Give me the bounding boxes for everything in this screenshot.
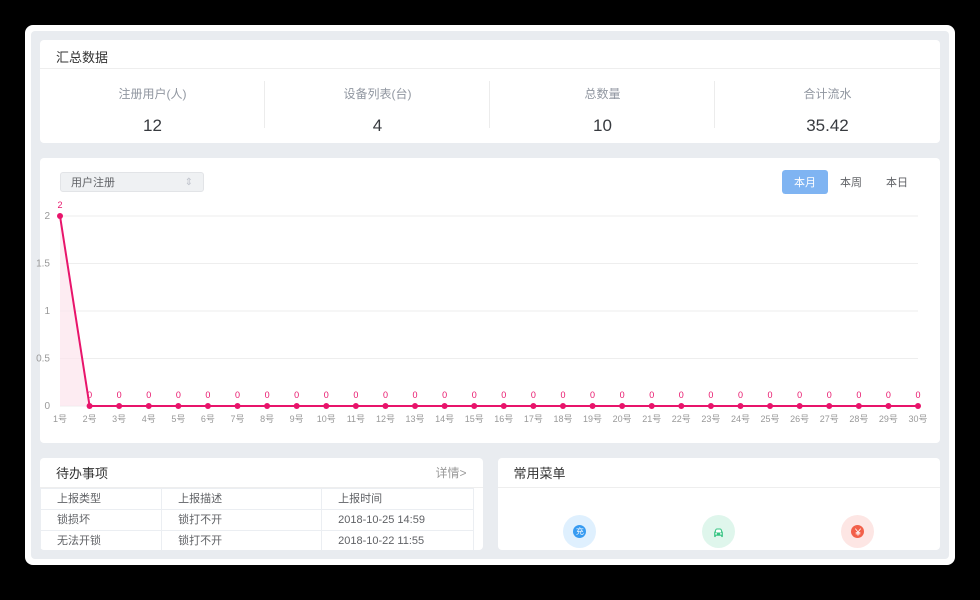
svg-text:0: 0 [324, 390, 329, 400]
svg-text:0.5: 0.5 [36, 354, 50, 365]
svg-text:1: 1 [44, 306, 50, 317]
svg-text:8号: 8号 [260, 414, 274, 424]
svg-text:0: 0 [708, 390, 713, 400]
svg-text:0: 0 [620, 390, 625, 400]
svg-text:0: 0 [501, 390, 506, 400]
svg-text:0: 0 [915, 390, 920, 400]
svg-text:0: 0 [649, 390, 654, 400]
svg-text:17号: 17号 [524, 414, 543, 424]
svg-text:18号: 18号 [553, 414, 572, 424]
svg-text:12号: 12号 [376, 414, 395, 424]
svg-text:7号: 7号 [231, 414, 245, 424]
svg-text:0: 0 [265, 390, 270, 400]
svg-text:0: 0 [738, 390, 743, 400]
svg-text:1.5: 1.5 [36, 259, 50, 270]
svg-text:14号: 14号 [435, 414, 454, 424]
svg-text:22号: 22号 [672, 414, 691, 424]
svg-text:0: 0 [117, 390, 122, 400]
svg-text:2: 2 [44, 211, 50, 222]
svg-text:13号: 13号 [406, 414, 425, 424]
svg-text:23号: 23号 [701, 414, 720, 424]
svg-text:24号: 24号 [731, 414, 750, 424]
svg-text:0: 0 [383, 390, 388, 400]
svg-text:4号: 4号 [142, 414, 156, 424]
svg-text:2: 2 [57, 200, 62, 210]
svg-text:0: 0 [235, 390, 240, 400]
svg-text:9号: 9号 [290, 414, 304, 424]
svg-text:0: 0 [146, 390, 151, 400]
svg-text:0: 0 [886, 390, 891, 400]
svg-text:0: 0 [294, 390, 299, 400]
svg-text:1号: 1号 [53, 414, 67, 424]
svg-text:30号: 30号 [908, 414, 927, 424]
svg-text:25号: 25号 [761, 414, 780, 424]
svg-text:6号: 6号 [201, 414, 215, 424]
svg-text:15号: 15号 [465, 414, 484, 424]
svg-text:0: 0 [87, 390, 92, 400]
svg-text:0: 0 [176, 390, 181, 400]
svg-text:0: 0 [679, 390, 684, 400]
svg-text:27号: 27号 [820, 414, 839, 424]
svg-text:0: 0 [827, 390, 832, 400]
svg-text:0: 0 [797, 390, 802, 400]
svg-text:0: 0 [44, 401, 50, 412]
svg-text:11号: 11号 [347, 414, 365, 424]
svg-text:29号: 29号 [879, 414, 898, 424]
svg-text:0: 0 [560, 390, 565, 400]
svg-text:0: 0 [205, 390, 210, 400]
svg-text:0: 0 [472, 390, 477, 400]
svg-text:0: 0 [413, 390, 418, 400]
svg-text:5号: 5号 [171, 414, 185, 424]
svg-text:20号: 20号 [613, 414, 632, 424]
svg-text:2号: 2号 [83, 414, 97, 424]
svg-text:26号: 26号 [790, 414, 809, 424]
svg-text:21号: 21号 [642, 414, 661, 424]
svg-text:0: 0 [442, 390, 447, 400]
svg-text:16号: 16号 [494, 414, 513, 424]
svg-text:0: 0 [856, 390, 861, 400]
svg-text:10号: 10号 [317, 414, 336, 424]
svg-text:0: 0 [590, 390, 595, 400]
svg-text:0: 0 [768, 390, 773, 400]
svg-text:0: 0 [353, 390, 358, 400]
svg-text:19号: 19号 [583, 414, 602, 424]
svg-text:3号: 3号 [112, 414, 126, 424]
svg-text:0: 0 [531, 390, 536, 400]
svg-text:28号: 28号 [849, 414, 868, 424]
